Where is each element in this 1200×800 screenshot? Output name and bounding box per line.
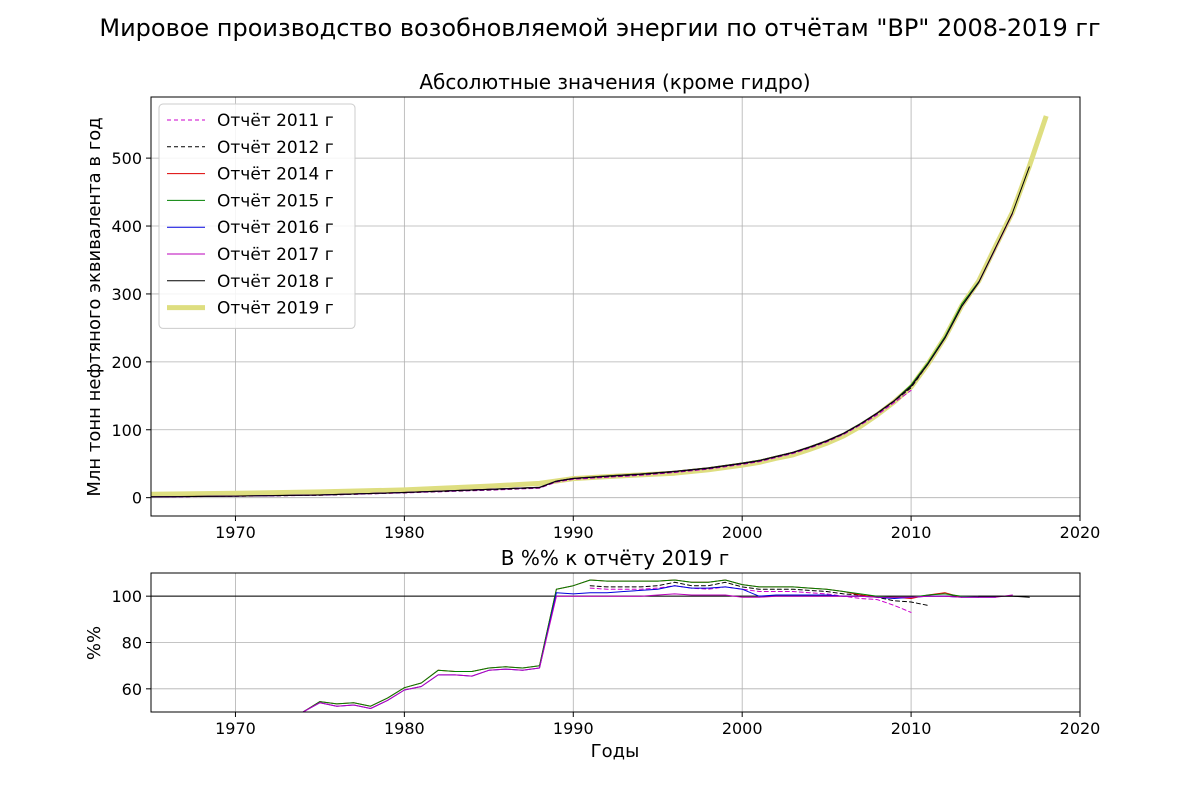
bottom-plot-xlabel: Годы [591,741,640,762]
legend-box [158,103,356,329]
bottom-x-tick-label: 2000 [722,719,763,738]
top-x-tick-label: 1990 [553,523,594,542]
bottom-series-line [589,581,929,606]
bottom-x-tick-label: 1990 [553,719,594,738]
bottom-plot-title: В %% к отчёту 2019 г [501,546,730,570]
legend-label: Отчёт 2012 г [217,138,334,158]
top-y-tick-label: 100 [111,421,142,440]
top-plot-frame [150,96,1081,517]
top-series-line [151,363,929,498]
legend-label: Отчёт 2011 г [217,111,334,131]
legend-label: Отчёт 2019 г [217,299,334,319]
bottom-plot: В %% к отчёту 2019 г %% Годы 1970 1980 199… [84,546,1100,762]
bottom-series-line [302,579,963,712]
bottom-y-tick-label: 100 [111,587,142,606]
top-series-line [151,305,963,498]
bottom-series-group [302,579,1030,712]
bottom-x-tick-label: 1980 [384,719,425,738]
top-series-group [151,115,1049,498]
legend-label: Отчёт 2018 г [217,272,334,292]
bottom-series-line [589,585,912,613]
top-y-tick-label: 0 [132,489,142,508]
bottom-x-tick-label: 2020 [1060,719,1101,738]
bottom-series-line [978,595,1030,598]
legend-label: Отчёт 2014 г [217,165,334,185]
top-x-tick-label: 2010 [891,523,932,542]
top-y-tick-label: 500 [111,149,142,168]
bottom-plot-frame [150,572,1081,713]
bottom-y-tick-label: 60 [122,680,142,699]
top-x-tick-label: 2000 [722,523,763,542]
figure-suptitle: Мировое производство возобновляемой энер… [99,14,1100,42]
bottom-x-tick-label: 2010 [891,719,932,738]
top-x-tick-label: 1970 [215,523,256,542]
legend-label: Отчёт 2015 г [217,191,334,211]
top-y-tick-label: 300 [111,285,142,304]
legend-label: Отчёт 2017 г [217,245,334,265]
bottom-series-line [302,593,1013,712]
top-series-line [151,166,1030,498]
top-plot-ylabel: Млн тонн нефтяного эквивалента в год [84,117,105,496]
top-x-tick-label: 1980 [384,523,425,542]
top-x-tick-label: 2020 [1060,523,1101,542]
top-y-tick-label: 200 [111,353,142,372]
top-series-line [151,389,912,498]
legend-label: Отчёт 2016 г [217,218,334,238]
top-y-tick-label: 400 [111,217,142,236]
top-plot: Абсолютные значения (кроме гидро) Млн то… [84,70,1100,542]
bottom-x-tick-label: 1970 [215,719,256,738]
bottom-series-line [302,579,980,712]
bottom-plot-ylabel: %% [84,626,105,660]
top-plot-title: Абсолютные значения (кроме гидро) [419,70,810,94]
bottom-y-tick-label: 80 [122,634,142,653]
